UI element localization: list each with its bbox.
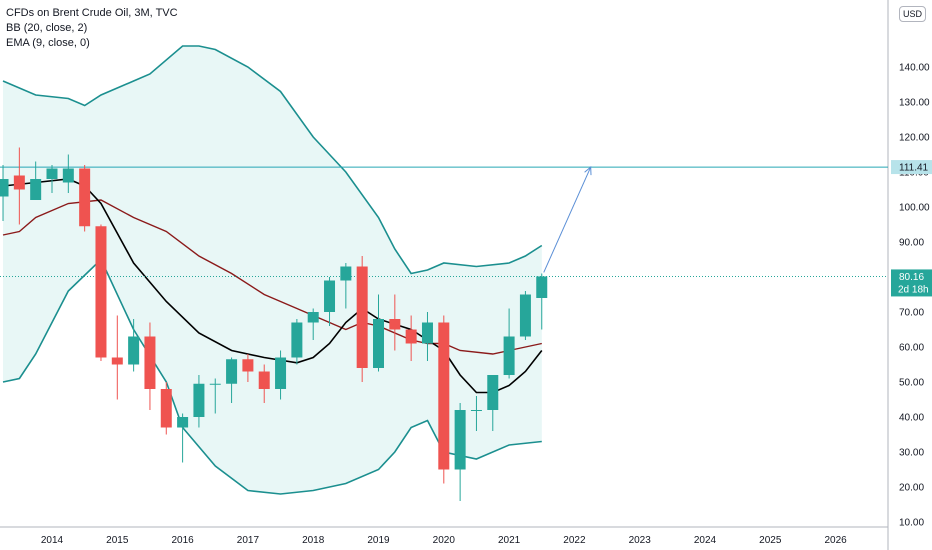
candle-body[interactable] xyxy=(177,417,189,428)
candle-body[interactable] xyxy=(242,359,254,372)
bollinger-band-fill xyxy=(3,46,542,494)
candle-body[interactable] xyxy=(438,322,450,470)
candle-body[interactable] xyxy=(275,357,287,390)
x-tick-label: 2025 xyxy=(759,535,782,546)
candle-body[interactable] xyxy=(144,336,156,390)
last-price-label-bg xyxy=(891,269,932,297)
candle-body[interactable] xyxy=(13,175,25,190)
x-tick-label: 2017 xyxy=(237,535,260,546)
x-tick-label: 2020 xyxy=(433,535,456,546)
candle-body[interactable] xyxy=(487,375,499,410)
y-tick-label: 30.00 xyxy=(899,448,924,459)
y-tick-label: 90.00 xyxy=(899,238,924,249)
y-tick-label: 50.00 xyxy=(899,378,924,389)
candle-body[interactable] xyxy=(405,329,417,344)
candle-body[interactable] xyxy=(209,383,221,385)
candle-body[interactable] xyxy=(226,359,238,384)
level-price-label-bg xyxy=(891,160,932,175)
chart-legend: CFDs on Brent Crude Oil, 3M, TVC BB (20,… xyxy=(6,6,178,51)
x-tick-label: 2015 xyxy=(106,535,129,546)
candle-body[interactable] xyxy=(0,179,9,197)
x-tick-label: 2022 xyxy=(563,535,586,546)
x-tick-label: 2021 xyxy=(498,535,521,546)
y-tick-label: 120.00 xyxy=(899,133,930,144)
x-tick-label: 2014 xyxy=(41,535,64,546)
y-tick-label: 20.00 xyxy=(899,483,924,494)
candle-body[interactable] xyxy=(389,319,401,330)
candle-body[interactable] xyxy=(470,410,482,411)
candle-body[interactable] xyxy=(30,179,42,200)
legend-bollinger-bands[interactable]: BB (20, close, 2) xyxy=(6,22,88,34)
x-tick-label: 2019 xyxy=(367,535,390,546)
candle-body[interactable] xyxy=(373,319,384,368)
candle-body[interactable] xyxy=(519,294,531,337)
candle-body[interactable] xyxy=(46,168,58,180)
projection-arrow-line[interactable] xyxy=(543,166,592,273)
x-tick-label: 2018 xyxy=(302,535,325,546)
x-tick-label: 2016 xyxy=(171,535,194,546)
ema-line xyxy=(2,178,543,394)
candle-body[interactable] xyxy=(454,410,466,470)
candle-body[interactable] xyxy=(291,322,303,358)
bar-countdown-label: 2d 18h xyxy=(898,284,929,295)
bb-upper-line xyxy=(2,45,543,275)
candle-body[interactable] xyxy=(340,266,352,281)
candle-body[interactable] xyxy=(503,336,515,376)
candle-body[interactable] xyxy=(128,336,140,365)
candle-body[interactable] xyxy=(421,322,433,344)
last-price-label: 80.16 xyxy=(899,272,924,283)
x-tick-label: 2026 xyxy=(824,535,847,546)
y-tick-label: 100.00 xyxy=(899,203,930,214)
candle-body[interactable] xyxy=(160,389,172,428)
level-price-label: 111.41 xyxy=(899,163,929,174)
legend-ema[interactable]: EMA (9, close, 0) xyxy=(6,37,90,49)
candle-body[interactable] xyxy=(79,168,91,227)
candle-body[interactable] xyxy=(111,357,123,365)
y-tick-label: 140.00 xyxy=(899,63,930,74)
x-tick-label: 2024 xyxy=(694,535,717,546)
y-tick-label: 130.00 xyxy=(899,98,930,109)
candle-body[interactable] xyxy=(62,168,74,183)
y-tick-label: 40.00 xyxy=(899,413,924,424)
y-tick-label: 60.00 xyxy=(899,343,924,354)
y-tick-label: 70.00 xyxy=(899,308,924,319)
x-tick-label: 2023 xyxy=(629,535,652,546)
candle-body[interactable] xyxy=(193,383,205,417)
candle-body[interactable] xyxy=(258,371,270,390)
candle-body[interactable] xyxy=(356,266,368,369)
candle-body[interactable] xyxy=(536,276,548,298)
legend-symbol: CFDs on Brent Crude Oil, 3M, TVC xyxy=(6,7,178,19)
candle-body[interactable] xyxy=(307,312,319,323)
currency-badge[interactable]: USD xyxy=(899,6,927,22)
candle-body[interactable] xyxy=(324,280,336,313)
candle-body[interactable] xyxy=(95,226,107,358)
y-tick-label: 10.00 xyxy=(899,518,924,529)
projection-arrow-head xyxy=(584,166,592,176)
